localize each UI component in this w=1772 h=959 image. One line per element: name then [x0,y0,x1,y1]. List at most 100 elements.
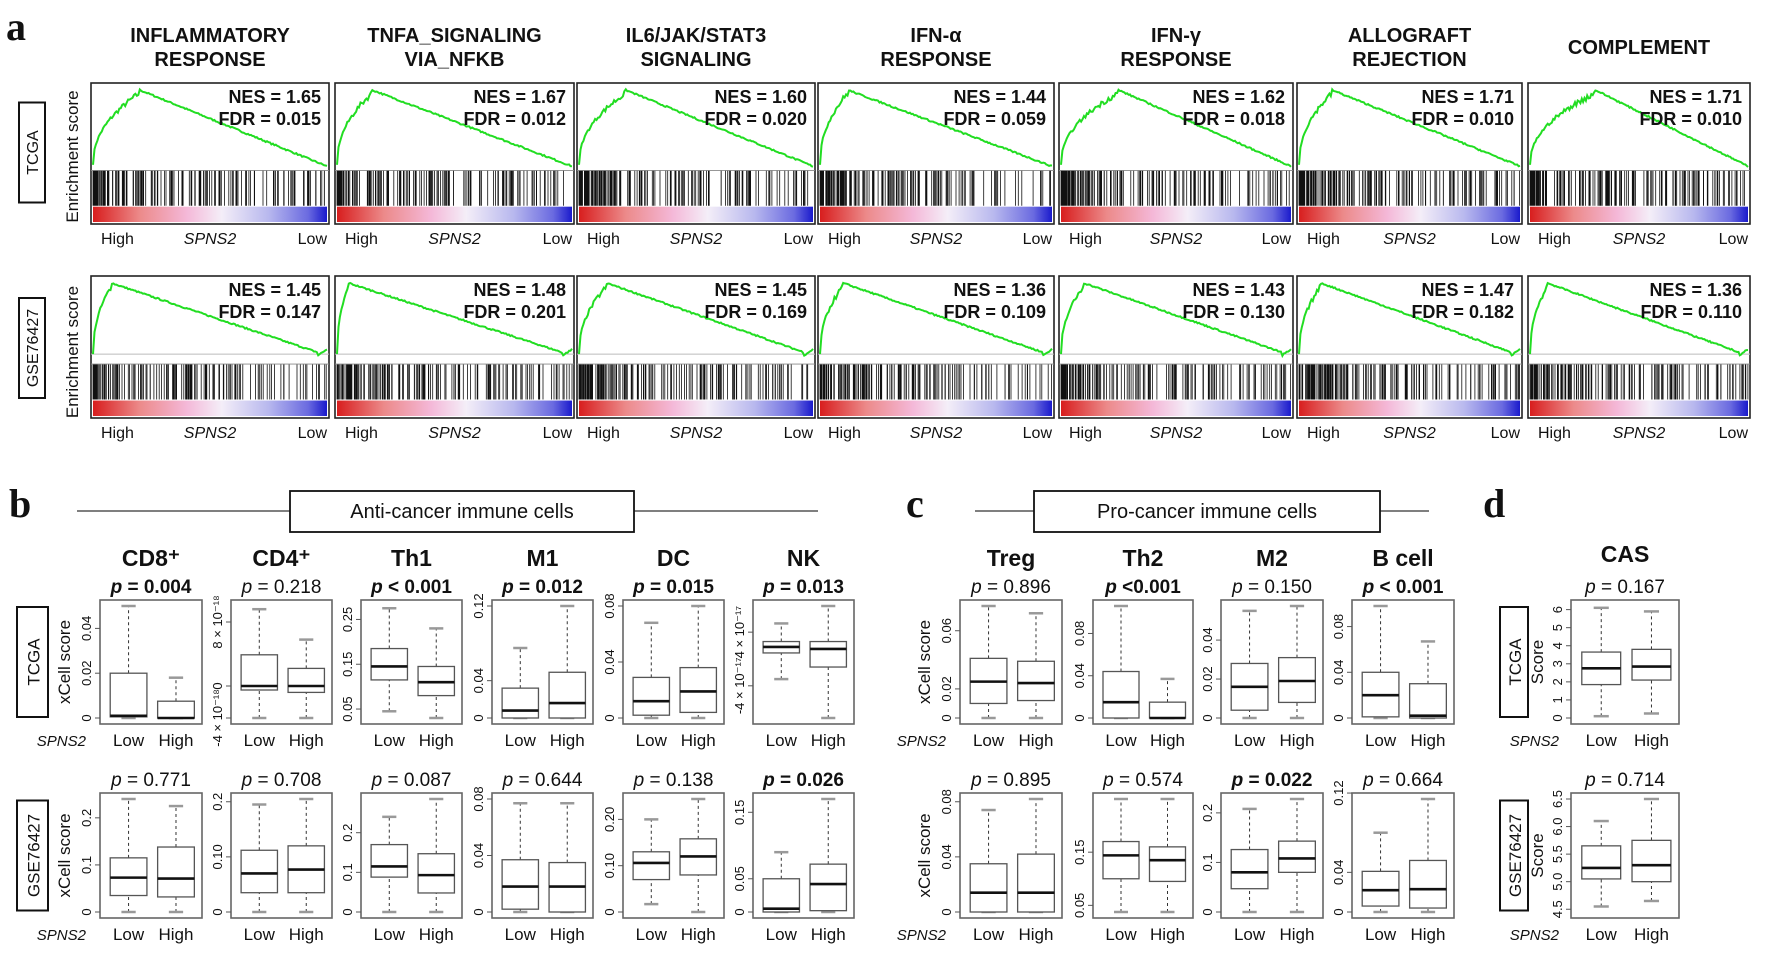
iqr-box [548,671,587,719]
nes-value: NES = 1.44 [953,87,1046,107]
gene-label: SPNS2 [910,231,963,248]
enrichment-curve [336,88,573,168]
rank-gradient-bar [337,206,572,222]
rank-high-label: High [1307,231,1340,248]
gene-label: SPNS2 [897,733,947,750]
iqr-box [109,672,148,718]
rank-high-label: High [345,425,378,442]
box-low [370,815,409,914]
x-tick-label-low: Low [244,731,276,750]
y-tick-label: 5.5 [1550,845,1565,863]
rank-high-label: High [1069,425,1102,442]
nes-value: NES = 1.36 [953,280,1046,300]
panel-label-c: c [906,481,924,526]
iqr-box [501,859,540,910]
p-number: <0.001 [1117,577,1181,598]
p-symbol: p [371,770,383,791]
y-tick-label: 0 [210,908,225,915]
gsea-title: VIA_NFKB [404,49,504,71]
anti-cancer-header: Anti-cancer immune cells [350,501,573,523]
p-symbol: p [501,577,514,598]
boxplot: p = 0.771 0 0.1 0.2 Low High xCell score SPNS2 [37,770,203,944]
iqr-box [632,676,671,716]
p-value: p = 0.708 [241,770,322,791]
p-number: = 0.218 [252,577,321,598]
iqr-box [632,851,671,881]
x-tick-label-low: Low [505,925,537,944]
gene-hit-barcode [1529,364,1749,400]
iqr-box [1148,846,1187,883]
gene-label: SPNS2 [37,927,87,944]
gsea-plot-frame [1296,275,1523,419]
iqr-box [809,863,848,912]
box-high [809,604,848,720]
cohort-label-tcga: TCGA [18,101,46,204]
rank-gradient-bar [1299,206,1520,222]
box-high [1016,612,1056,720]
cohort-label-frame [1499,606,1529,718]
y-tick-label: 0.2 [79,809,94,827]
p-value: p = 0.013 [762,577,844,598]
box-high [287,797,326,914]
cohort-label-text: GSE76427 [25,814,44,897]
p-value: p = 0.218 [241,577,322,598]
p-number: = 0.087 [382,770,451,791]
p-number: = 0.664 [1374,770,1444,791]
cohort-label-gse76427: GSE76427 [16,799,49,912]
x-tick-label-low: Low [1586,925,1618,944]
x-tick-label-high: High [1411,925,1446,944]
y-tick-label: 0.02 [79,661,94,686]
iqr-box [287,667,326,694]
box-low [1361,831,1400,914]
box-high [1631,797,1672,903]
p-symbol: p [1231,770,1244,791]
cohort-label-frame [18,297,46,399]
rank-low-label: Low [784,425,814,442]
rank-low-label: Low [543,231,573,248]
x-tick-label-high: High [681,731,716,750]
p-value: p = 0.087 [371,770,452,791]
y-tick-label: 0.15 [1072,840,1087,865]
box-high [156,804,196,914]
panel-label-d: d [1483,481,1505,526]
iqr-box [1408,859,1448,909]
x-tick-label-high: High [289,731,324,750]
x-tick-label-low: Low [1105,925,1137,944]
x-tick-label-high: High [1019,731,1054,750]
gene-label: SPNS2 [1613,231,1666,248]
x-tick-label-high: High [1019,925,1054,944]
p-symbol: p [1584,770,1596,791]
fdr-value: FDR = 0.010 [1639,109,1742,129]
gsea-plot-frame [90,82,330,225]
p-value: p < 0.001 [370,577,452,598]
x-tick-label-high: High [550,731,585,750]
box-low [109,797,148,914]
rank-gradient-bar [1061,400,1291,416]
y-axis-label: Enrichment score [63,90,82,222]
cohort-label-tcga: TCGA [16,606,49,718]
y-tick-label: 0 [210,682,225,689]
y-tick-label: 0.06 [939,618,954,643]
x-tick-label-high: High [289,925,324,944]
rank-low-label: Low [1262,425,1292,442]
box-low [1361,604,1400,720]
plot-frame [752,599,855,725]
p-number: = 0.150 [1243,577,1312,598]
gene-label: SPNS2 [37,733,87,750]
boxplot: p <0.001 0 0.04 0.08 Low High [1072,577,1194,750]
nes-value: NES = 1.45 [714,280,807,300]
gsea-title: IFN-α [910,25,962,47]
boxplot-title: Treg [987,545,1036,571]
gene-label: SPNS2 [184,425,237,442]
y-tick-label: 0 [1072,714,1087,721]
p-number: = 0.714 [1596,770,1666,791]
iqr-box [240,654,279,691]
iqr-box [762,878,801,913]
fdr-value: FDR = 0.110 [1640,302,1742,322]
gene-hit-barcode [336,364,573,400]
enrichment-curve [1298,87,1521,168]
